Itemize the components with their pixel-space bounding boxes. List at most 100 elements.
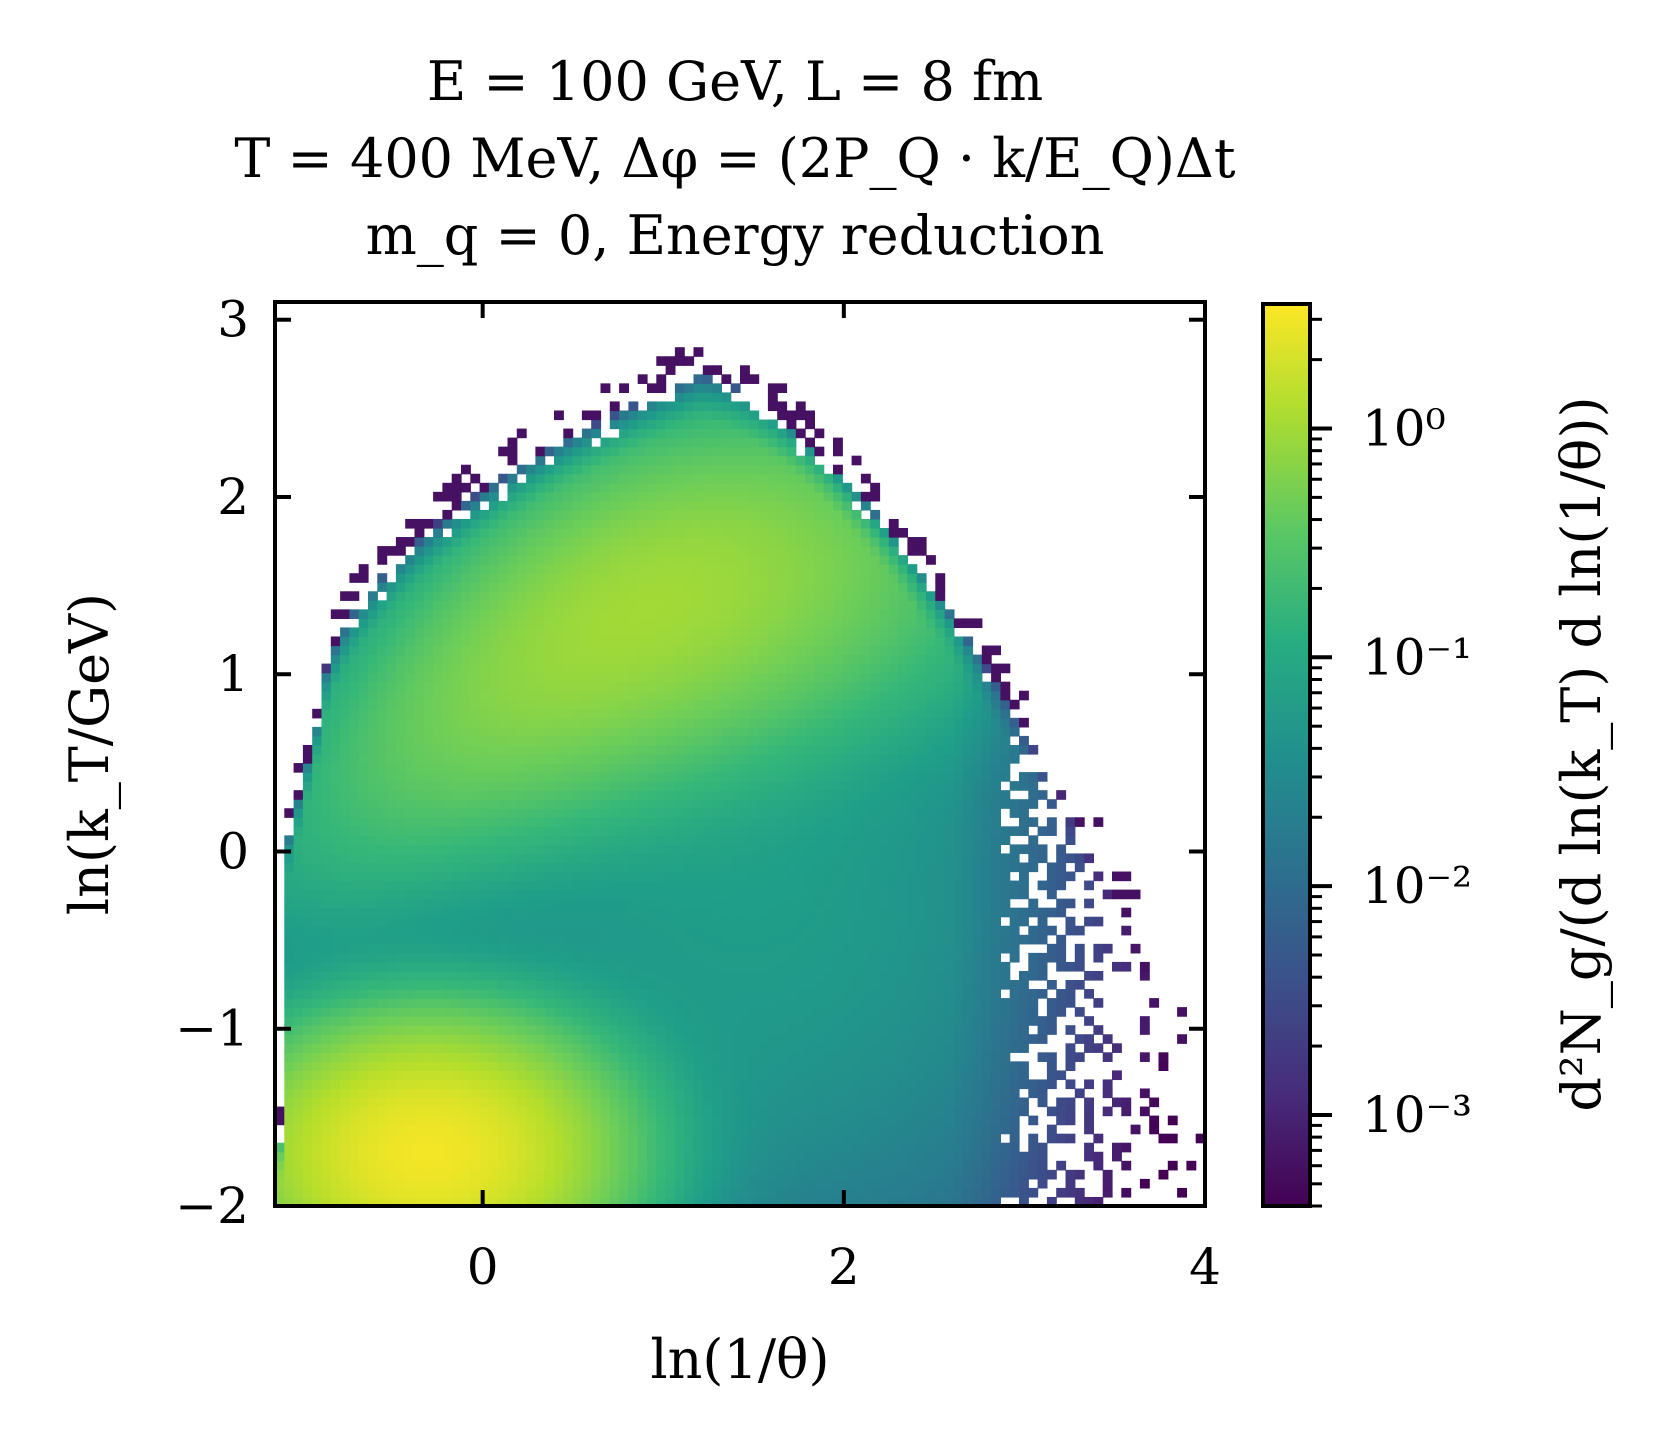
heatmap-cell xyxy=(805,1178,815,1189)
heatmap-cell xyxy=(674,690,685,701)
heatmap-cell xyxy=(730,428,741,439)
heatmap-cell xyxy=(377,898,388,909)
heatmap-cell xyxy=(488,528,499,538)
heatmap-cell xyxy=(275,1142,285,1153)
heatmap-cell xyxy=(498,1115,509,1126)
heatmap-cell xyxy=(340,1097,350,1108)
heatmap-cell xyxy=(721,862,732,873)
heatmap-cell xyxy=(740,817,750,827)
heatmap-cell xyxy=(693,546,704,556)
heatmap-cell xyxy=(554,952,564,963)
heatmap-cell xyxy=(823,980,834,990)
heatmap-cell xyxy=(600,970,611,981)
heatmap-cell xyxy=(805,1169,815,1180)
heatmap-cell xyxy=(535,528,546,538)
heatmap-cell xyxy=(414,934,425,945)
heatmap-cell xyxy=(851,663,862,674)
heatmap-cell xyxy=(470,1196,481,1207)
heatmap-cell xyxy=(693,744,704,755)
heatmap-cell xyxy=(479,980,490,990)
heatmap-cell xyxy=(833,491,843,502)
heatmap-cell xyxy=(470,781,481,791)
heatmap-cell xyxy=(684,627,695,638)
heatmap-cell xyxy=(572,708,583,719)
heatmap-cell xyxy=(488,889,499,900)
heatmap-cell xyxy=(572,1124,583,1135)
heatmap-cell xyxy=(535,1061,546,1071)
heatmap-cell xyxy=(684,582,695,592)
heatmap-cell xyxy=(377,1115,388,1126)
heatmap-cell xyxy=(693,862,704,873)
heatmap-cell xyxy=(479,1151,490,1162)
heatmap-cell xyxy=(647,790,657,800)
heatmap-cell xyxy=(368,1124,378,1135)
heatmap-cell xyxy=(340,1151,350,1162)
heatmap-cell xyxy=(563,582,574,592)
heatmap-cell xyxy=(795,473,806,484)
heatmap-cell xyxy=(786,744,797,755)
heatmap-cell xyxy=(581,491,592,502)
heatmap-cell xyxy=(833,482,843,493)
heatmap-cell xyxy=(749,654,760,665)
heatmap-cell xyxy=(377,654,388,665)
heatmap-cell xyxy=(842,654,853,665)
heatmap-cell xyxy=(656,970,667,981)
heatmap-cell xyxy=(507,1196,518,1207)
heatmap-cell xyxy=(749,961,760,972)
heatmap-cell xyxy=(647,952,657,963)
heatmap-cell xyxy=(712,808,722,818)
heatmap-cell xyxy=(479,1106,490,1117)
heatmap-cell xyxy=(851,754,862,764)
heatmap-cell xyxy=(349,880,360,891)
heatmap-cell xyxy=(442,934,453,945)
heatmap-cell xyxy=(767,1196,778,1207)
heatmap-cell xyxy=(284,1052,295,1062)
heatmap-cell xyxy=(637,717,648,728)
heatmap-cell xyxy=(395,681,406,692)
heatmap-cell xyxy=(535,943,546,954)
heatmap-cell xyxy=(805,491,815,502)
heatmap-cell xyxy=(833,744,843,755)
heatmap-cell xyxy=(461,916,471,927)
heatmap-cell xyxy=(805,781,815,791)
heatmap-cell xyxy=(312,970,323,981)
heatmap-cell xyxy=(767,934,778,945)
heatmap-cell xyxy=(516,1070,527,1081)
heatmap-cell xyxy=(581,1169,592,1180)
heatmap-cell xyxy=(600,772,611,782)
heatmap-cell xyxy=(628,1043,639,1053)
heatmap-cell xyxy=(330,690,341,701)
heatmap-cell xyxy=(507,546,518,556)
heatmap-cell xyxy=(721,970,732,981)
heatmap-cell xyxy=(702,1043,713,1053)
heatmap-cell xyxy=(730,772,741,782)
heatmap-cell xyxy=(805,808,815,818)
heatmap-cell xyxy=(674,898,685,909)
heatmap-cell xyxy=(535,826,546,836)
heatmap-cell xyxy=(470,518,481,529)
heatmap-cell xyxy=(340,989,350,999)
heatmap-cell xyxy=(609,419,620,430)
heatmap-cell xyxy=(758,446,769,457)
heatmap-cell xyxy=(628,1007,639,1017)
heatmap-cell xyxy=(442,744,453,755)
heatmap-cell xyxy=(563,518,574,529)
heatmap-cell xyxy=(619,528,629,538)
heatmap-cell xyxy=(544,1097,555,1108)
heatmap-cell xyxy=(851,717,862,728)
heatmap-cell xyxy=(758,1178,769,1189)
heatmap-cell xyxy=(665,1061,676,1071)
heatmap-cell xyxy=(488,1160,499,1171)
heatmap-cell xyxy=(786,880,797,891)
heatmap-cell xyxy=(684,636,695,647)
heatmap-cell xyxy=(600,708,611,719)
heatmap-cell xyxy=(563,970,574,981)
heatmap-cell xyxy=(405,763,416,773)
heatmap-cell xyxy=(600,1187,611,1198)
heatmap-cell xyxy=(721,952,732,963)
heatmap-cell xyxy=(591,989,602,999)
heatmap-cell xyxy=(563,952,574,963)
heatmap-cell xyxy=(674,980,685,990)
heatmap-cell xyxy=(693,537,704,547)
heatmap-cell xyxy=(730,699,741,710)
